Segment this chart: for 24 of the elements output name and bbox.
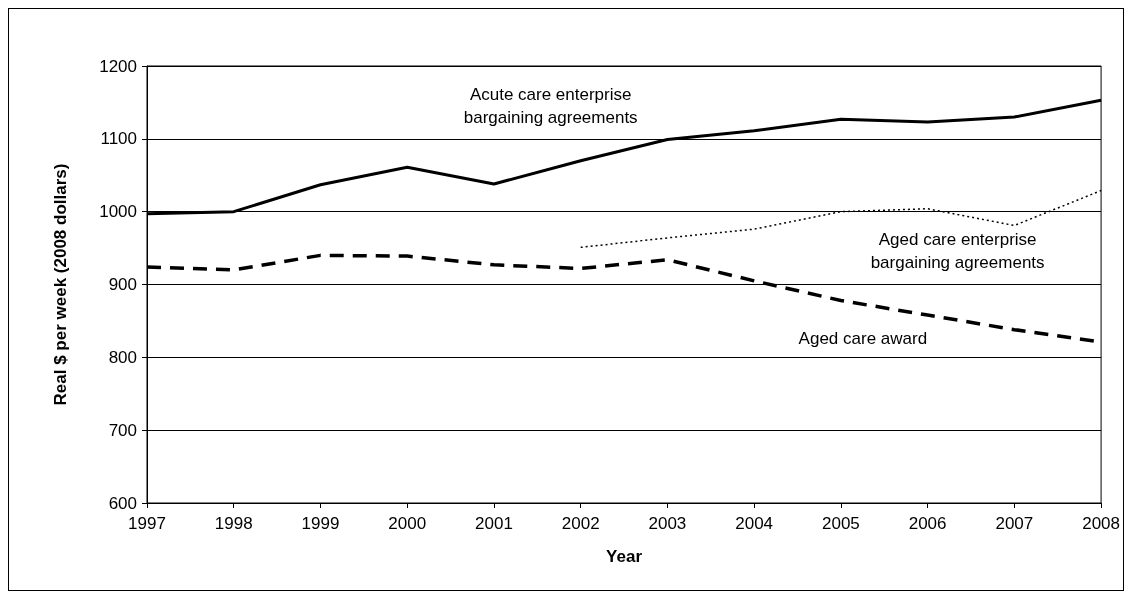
x-tick-label: 1998 bbox=[214, 514, 253, 533]
x-tick-label: 2003 bbox=[648, 514, 687, 533]
x-tick-label: 2005 bbox=[821, 514, 860, 533]
series-label: Aged care award bbox=[798, 329, 928, 349]
y-tick-label: 900 bbox=[108, 275, 137, 294]
series-label: Aged care enterprise bargaining agreements bbox=[870, 229, 1045, 272]
x-tick-label: 2008 bbox=[1082, 514, 1120, 533]
y-tick-label: 700 bbox=[108, 420, 137, 440]
x-tick-label: 2002 bbox=[561, 514, 600, 533]
y-tick-label: 800 bbox=[108, 347, 137, 367]
x-axis-title: Year bbox=[606, 547, 643, 566]
y-tick-label: 1100 bbox=[100, 129, 137, 149]
x-tick-label: 2001 bbox=[475, 514, 513, 533]
y-tick-label: 1000 bbox=[99, 202, 137, 222]
y-tick-label: 1200 bbox=[99, 56, 137, 76]
x-tick-label: 1997 bbox=[128, 514, 166, 533]
y-tick-label: 600 bbox=[108, 493, 137, 513]
x-tick-label: 2007 bbox=[995, 514, 1034, 533]
x-tick-label: 2006 bbox=[908, 514, 947, 533]
x-tick-label: 1999 bbox=[301, 514, 340, 533]
x-tick-label: 2004 bbox=[735, 514, 774, 533]
x-tick-label: 2000 bbox=[388, 514, 427, 533]
y-axis-title: Real $ per week (2008 dollars) bbox=[51, 163, 70, 406]
series-label: Acute care enterprise bargaining agreements bbox=[463, 84, 638, 127]
